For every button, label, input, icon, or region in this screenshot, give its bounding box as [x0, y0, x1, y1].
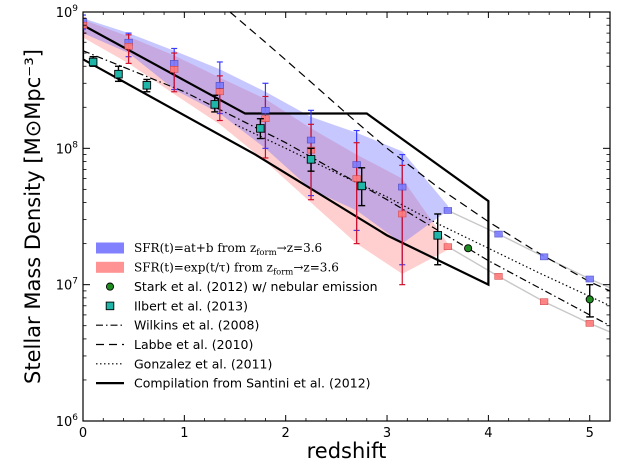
y-axis-title: Stellar Mass Density [M⊙Mpc⁻³]: [21, 49, 45, 384]
data-point: [443, 243, 452, 250]
data-point: [433, 231, 442, 240]
data-point: [114, 69, 123, 79]
data-point: [494, 230, 503, 238]
legend-label: Stark et al. (2012) w/ nebular emission: [134, 279, 378, 294]
tail-line-exp: [447, 246, 610, 333]
data-point: [398, 210, 407, 218]
data-point: [352, 175, 361, 182]
legend-label: SFR(t)=at+b from zform→z=3.6: [134, 241, 322, 258]
y-tick-label: 108: [56, 140, 79, 157]
legend: SFR(t)=at+b from zform→z=3.6 SFR(t)=exp(t…: [96, 241, 378, 391]
data-point: [256, 124, 265, 133]
data-point: [142, 81, 152, 90]
plot-area: [83, 12, 610, 333]
x-axis-title: redshift: [307, 439, 387, 463]
data-point: [398, 183, 407, 191]
data-point: [464, 244, 473, 253]
reference-line-2: [229, 12, 610, 292]
data-point: [215, 88, 224, 96]
data-point: [210, 100, 219, 109]
data-point: [124, 43, 133, 50]
legend-label: Gonzalez et al. (2011): [134, 356, 272, 371]
data-point: [585, 295, 594, 304]
data-point: [215, 81, 224, 89]
data-point: [306, 136, 316, 144]
x-tick-label: 0: [79, 426, 87, 441]
legend-swatch: [96, 261, 124, 273]
y-tick-label: 109: [56, 4, 79, 21]
data-point: [306, 155, 316, 164]
legend-label: Compilation from Santini et al. (2012): [134, 376, 371, 391]
legend-label: SFR(t)=exp(t/τ) from zform→z=3.6: [134, 260, 339, 277]
y-tick-label: 106: [56, 413, 79, 430]
legend-swatch: [96, 242, 124, 254]
data-point: [585, 320, 594, 327]
data-point: [540, 298, 549, 305]
data-point: [170, 60, 179, 67]
data-point: [170, 65, 179, 73]
data-point: [357, 181, 366, 191]
axes: 0 1 2 3 4 5 106 107 108 109 redshift Stellar Mass D…: [21, 4, 611, 463]
x-tick-label: 5: [586, 426, 594, 441]
x-tick-label: 4: [484, 426, 492, 441]
y-tick-label: 107: [56, 277, 78, 294]
legend-marker: [105, 282, 115, 291]
data-point: [83, 18, 88, 25]
data-point: [540, 253, 549, 261]
santini-compilation-outline: [83, 24, 490, 287]
x-tick-label: 3: [383, 426, 391, 441]
data-point: [494, 273, 503, 280]
x-tick-label: 2: [282, 426, 290, 441]
data-point: [585, 275, 594, 283]
data-point: [352, 161, 361, 168]
legend-label: Ilbert et al. (2013): [134, 298, 248, 313]
legend-label: Labbe et al. (2010): [134, 337, 253, 352]
x-tick-label: 1: [180, 426, 188, 441]
data-point: [261, 107, 270, 114]
data-point: [88, 57, 98, 67]
legend-marker: [105, 301, 115, 311]
data-point: [443, 207, 452, 214]
legend-label: Wilkins et al. (2008): [134, 318, 259, 333]
